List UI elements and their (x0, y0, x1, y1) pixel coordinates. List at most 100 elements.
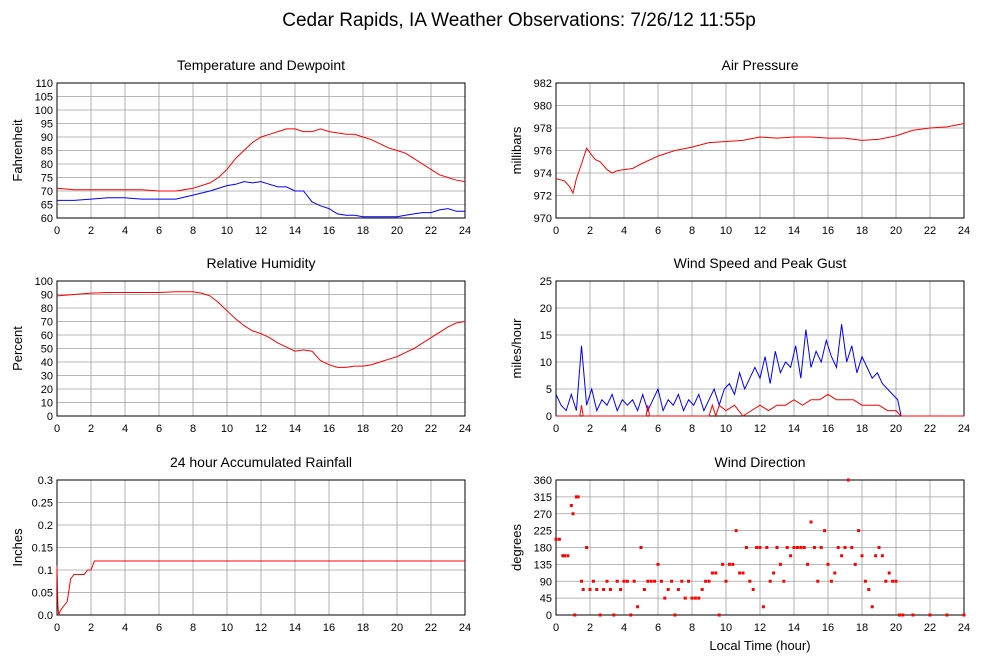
rain-title: 24 hour Accumulated Rainfall (170, 454, 352, 470)
temp-y-tick-label: 70 (41, 186, 53, 198)
direction-point (748, 579, 752, 583)
direction-point (833, 571, 837, 575)
direction-point (574, 495, 578, 499)
page-title: Cedar Rapids, IA Weather Observations: 7… (282, 10, 756, 31)
direction-point (710, 571, 714, 575)
temp-x-tick-label: 6 (156, 225, 162, 237)
direction-point (785, 546, 789, 549)
temp-y-tick-label: 95 (41, 119, 53, 131)
direction-point (775, 546, 779, 549)
direction-y-tick-label: 90 (540, 576, 552, 588)
humidity-x-tick-label: 2 (88, 423, 94, 435)
temp-x-tick-label: 10 (221, 225, 233, 237)
wind-y-tick-label: 25 (540, 276, 552, 288)
humidity-x-tick-label: 8 (190, 423, 196, 435)
rain-x-tick-label: 18 (357, 622, 369, 634)
wind-title: Wind Speed and Peak Gust (674, 255, 847, 271)
direction-x-tick-label: 0 (553, 622, 559, 634)
direction-point (744, 546, 748, 549)
pressure-y-tick-label: 970 (534, 213, 552, 225)
direction-point (857, 529, 861, 533)
direction-point (653, 579, 657, 583)
direction-y-tick-label: 225 (534, 526, 552, 538)
rain-x-tick-label: 22 (425, 622, 437, 634)
humidity-x-tick-label: 4 (122, 423, 128, 435)
direction-point (945, 613, 949, 617)
wind-x-tick-label: 22 (924, 423, 936, 435)
temp-x-tick-label: 18 (357, 225, 369, 237)
rain-y-tick-label: 0.05 (32, 588, 53, 600)
rain-x-tick-label: 14 (289, 622, 301, 634)
temp-x-tick-label: 2 (88, 225, 94, 237)
direction-x-tick-label: 6 (655, 622, 661, 634)
temp-y-tick-label: 100 (35, 105, 53, 117)
wind-x-tick-label: 14 (788, 423, 800, 435)
temp-x-tick-label: 0 (54, 225, 60, 237)
pressure-y-tick-label: 978 (534, 123, 552, 135)
direction-x-tick-label: 8 (689, 622, 695, 634)
direction-y-tick-label: 270 (534, 509, 552, 521)
direction-point (588, 588, 592, 591)
direction-point (806, 562, 810, 566)
direction-point (569, 504, 573, 507)
direction-point (758, 546, 762, 549)
direction-x-tick-label: 18 (856, 622, 868, 634)
direction-x-tick-label: 10 (720, 622, 732, 634)
direction-point (676, 588, 680, 591)
direction-point (656, 562, 660, 566)
wind-x-tick-label: 18 (856, 423, 868, 435)
direction-point (687, 579, 691, 583)
temp-series-line-1 (57, 181, 465, 218)
direction-point (870, 605, 874, 609)
direction-point (928, 613, 932, 617)
humidity-y-tick-label: 90 (41, 290, 53, 302)
pressure-y-axis-label: millibars (509, 126, 524, 174)
direction-point (860, 554, 864, 558)
direction-x-tick-label: 22 (924, 622, 936, 634)
direction-point (619, 588, 623, 591)
rain-x-tick-label: 8 (190, 622, 196, 634)
humidity-y-tick-label: 80 (41, 303, 53, 315)
direction-point (566, 554, 570, 558)
humidity-x-tick-label: 10 (221, 423, 233, 435)
rain-x-tick-label: 12 (255, 622, 267, 634)
wind-series-line-0 (555, 324, 964, 417)
direction-point (629, 613, 633, 617)
direction-point (741, 571, 745, 575)
direction-point (772, 571, 776, 575)
direction-title: Wind Direction (714, 454, 805, 470)
direction-point (843, 546, 847, 549)
pressure-x-tick-label: 10 (720, 225, 732, 237)
direction-x-tick-label: 16 (822, 622, 834, 634)
humidity-y-tick-label: 60 (41, 330, 53, 342)
direction-point (693, 596, 697, 600)
direction-y-tick-label: 360 (534, 475, 552, 487)
direction-point (561, 554, 565, 558)
temp-title: Temperature and Dewpoint (177, 57, 345, 73)
direction-point (846, 478, 850, 482)
humidity-y-tick-label: 100 (35, 276, 53, 288)
direction-point (636, 605, 640, 609)
direction-y-axis-label: degrees (509, 524, 524, 571)
rain-x-tick-label: 4 (122, 622, 128, 634)
direction-x-tick-label: 14 (788, 622, 800, 634)
direction-point (605, 579, 609, 583)
humidity-y-tick-label: 30 (41, 371, 53, 383)
pressure-x-tick-label: 2 (587, 225, 593, 237)
temp-y-tick-label: 60 (41, 213, 53, 225)
direction-point (608, 588, 612, 591)
direction-point (894, 579, 898, 583)
humidity-x-tick-label: 6 (156, 423, 162, 435)
direction-y-tick-label: 45 (540, 593, 552, 605)
temp-series-line-0 (56, 128, 466, 192)
temp-x-tick-label: 24 (459, 225, 471, 237)
rain-y-tick-label: 0.0 (38, 610, 53, 622)
humidity-x-tick-label: 22 (425, 423, 437, 435)
direction-point (761, 605, 765, 609)
direction-point (670, 579, 674, 583)
direction-point (649, 579, 653, 583)
